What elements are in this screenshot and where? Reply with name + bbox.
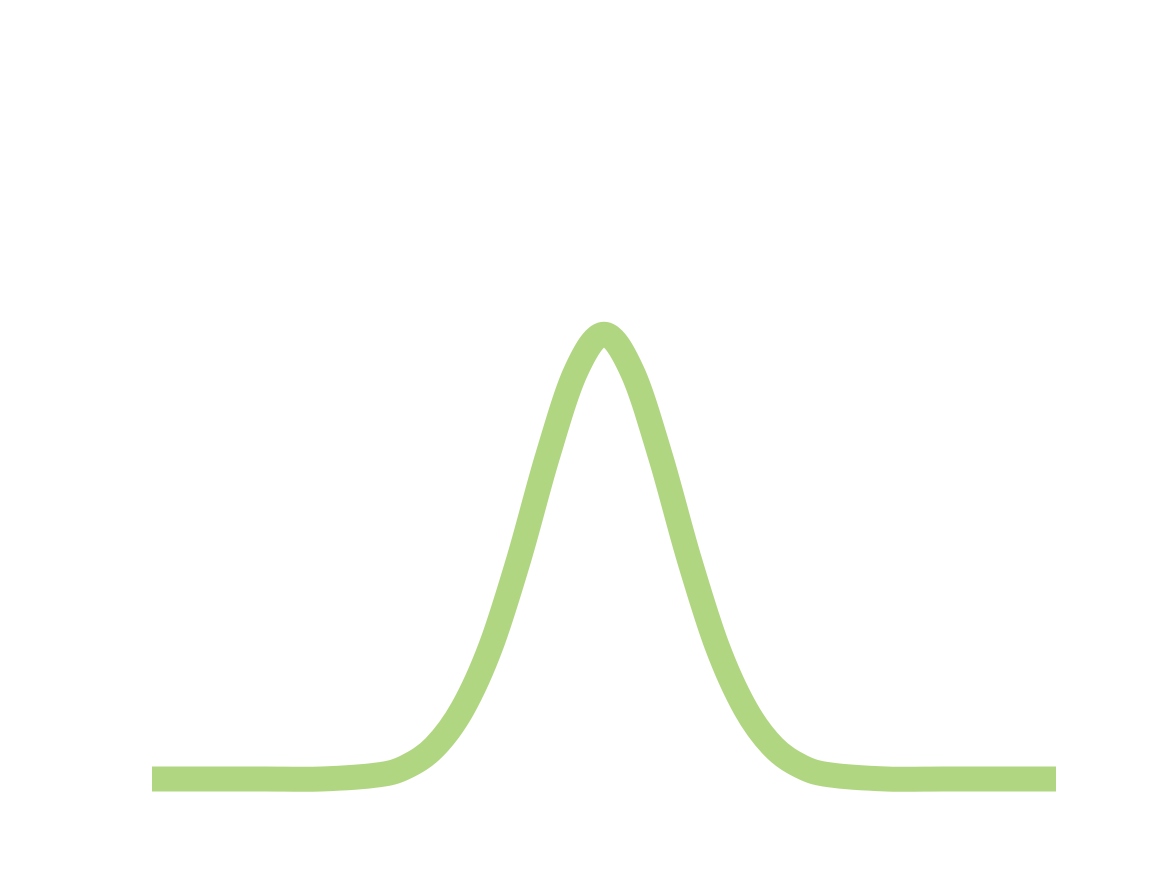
series-layer [152, 321, 1056, 792]
series-line-0 [152, 321, 1056, 792]
